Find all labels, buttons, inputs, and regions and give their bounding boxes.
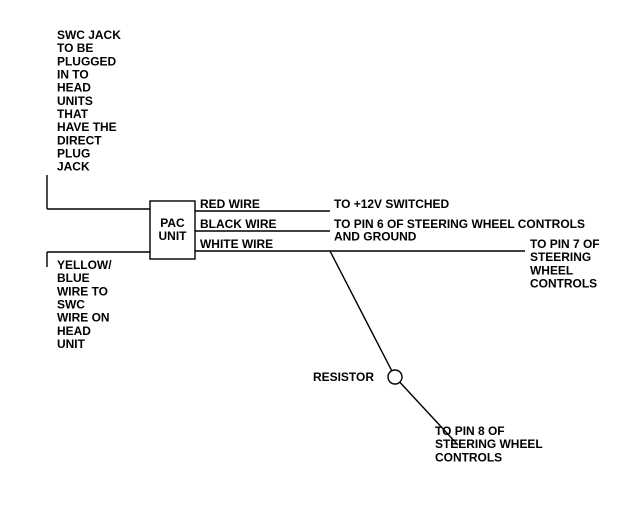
white-wire-label: WHITE WIRE <box>200 237 273 251</box>
resistor-label: RESISTOR <box>313 370 374 384</box>
white-wire-dest: TO PIN 7 OFSTEERINGWHEELCONTROLS <box>530 237 600 291</box>
red-wire-label: RED WIRE <box>200 197 260 211</box>
pac-unit-label: PACUNIT <box>159 216 188 243</box>
resistor-dest: TO PIN 8 OFSTEERING WHEELCONTROLS <box>435 424 543 464</box>
note-yellow-blue: YELLOW/BLUEWIRE TOSWCWIRE ONHEADUNIT <box>57 258 112 351</box>
red-wire-dest: TO +12V SWITCHED <box>334 197 450 211</box>
resistor-line-upper <box>330 251 392 371</box>
black-wire-label: BLACK WIRE <box>200 217 276 231</box>
wiring-diagram: PACUNIT SWC JACKTO BEPLUGGEDIN TOHEADUNIT… <box>0 0 640 512</box>
note-swc-jack: SWC JACKTO BEPLUGGEDIN TOHEADUNITSTHATHA… <box>57 28 121 174</box>
resistor-circle <box>388 370 402 384</box>
